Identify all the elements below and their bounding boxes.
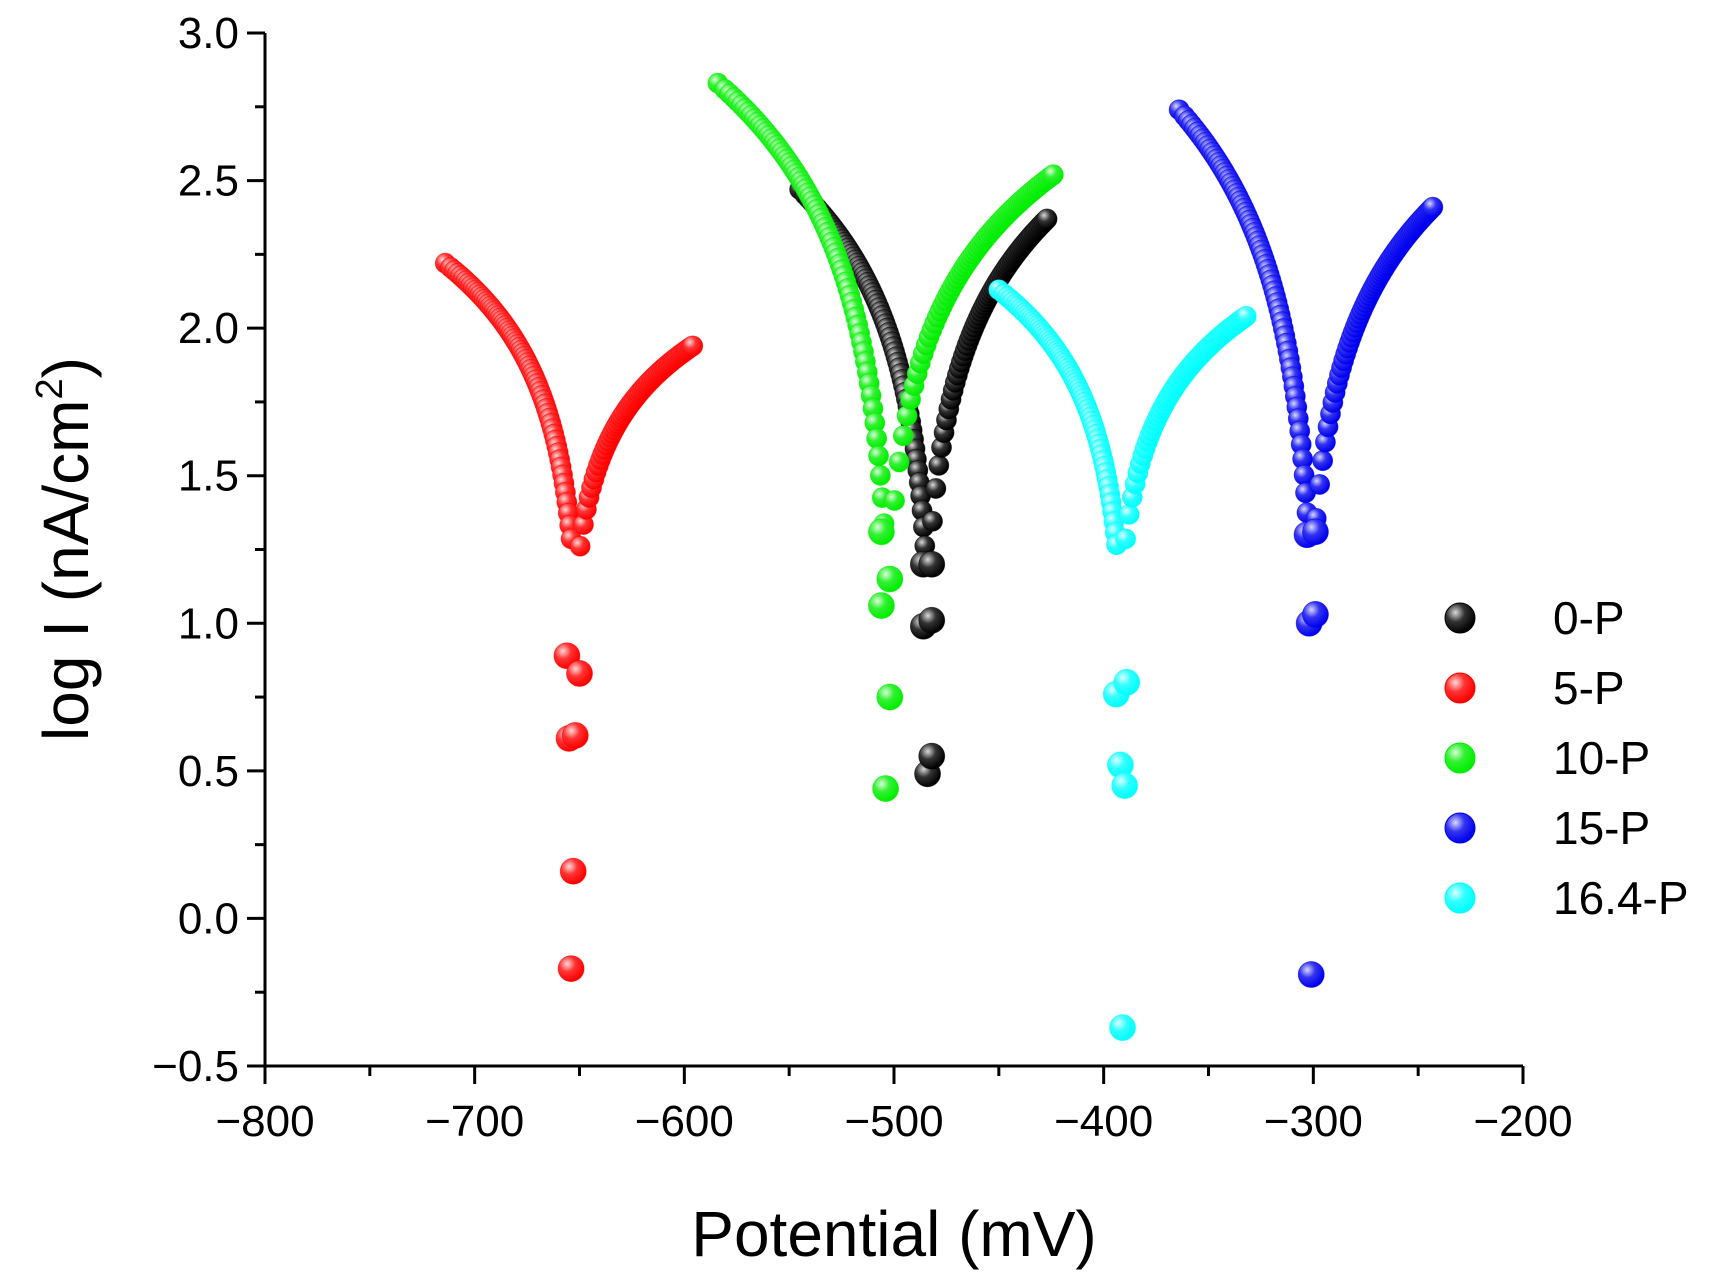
data-point (1111, 772, 1139, 800)
data-point (868, 592, 895, 619)
y-tick-label: 1.0 (178, 599, 239, 648)
legend-label: 15-P (1553, 802, 1650, 854)
series-0-P (789, 179, 1058, 788)
data-point (869, 464, 891, 486)
x-tick-label: −600 (635, 1097, 734, 1146)
data-point (569, 535, 591, 557)
series-10-P (707, 72, 1064, 802)
data-point (918, 742, 946, 770)
data-point (918, 606, 946, 634)
legend-marker (1444, 672, 1476, 704)
series-5-P (434, 252, 704, 983)
data-point (1302, 601, 1329, 628)
y-tick-label: −0.5 (152, 1042, 239, 1091)
data-point (566, 660, 593, 687)
data-point (888, 451, 910, 473)
data-point (1113, 668, 1141, 696)
data-point (925, 478, 947, 499)
legend-item: 0-P (1444, 592, 1625, 644)
data-point (1312, 450, 1334, 472)
x-axis-title: Potential (mV) (691, 1198, 1096, 1270)
x-tick-label: −700 (425, 1097, 524, 1146)
data-point (918, 550, 946, 578)
y-tick-label: 3.0 (178, 9, 239, 58)
data-point (559, 857, 587, 885)
legend-marker (1444, 882, 1476, 914)
data-point (1422, 196, 1444, 218)
y-tick-label: 2.0 (178, 304, 239, 353)
y-tick-label: 2.5 (178, 157, 239, 206)
legend-label: 5-P (1553, 662, 1625, 714)
x-tick-label: −400 (1054, 1097, 1153, 1146)
legend-marker (1444, 602, 1476, 634)
legend-marker (1444, 812, 1476, 844)
data-point (876, 683, 904, 711)
x-tick-label: −200 (1473, 1097, 1572, 1146)
legend-label: 10-P (1553, 732, 1650, 784)
data-point (928, 455, 950, 476)
svg-text:log I (nA/cm2): log I (nA/cm2) (29, 357, 102, 741)
data-point (922, 510, 943, 532)
legend-item: 15-P (1444, 802, 1650, 854)
y-tick-label: 0.5 (178, 747, 239, 796)
legend: 0-P 5-P 10-P 15-P 16.4-P (1444, 592, 1689, 924)
data-point (872, 775, 900, 802)
x-tick-label: −800 (215, 1097, 314, 1146)
series-16.4-P (988, 279, 1257, 1042)
series-15-P (1168, 99, 1444, 988)
legend-label: 0-P (1553, 592, 1625, 644)
data-point (1235, 305, 1257, 327)
y-tick-label: 1.5 (178, 452, 239, 501)
y-axis-title-main: log I (nA/cm (30, 400, 102, 741)
y-axis-title: log I (nA/cm2) (29, 357, 102, 741)
data-points-layer (434, 72, 1444, 1042)
data-point (1302, 518, 1329, 546)
data-point (682, 335, 704, 357)
data-point (1297, 961, 1325, 988)
data-point (868, 445, 889, 467)
data-point (1109, 1014, 1136, 1042)
data-point (876, 565, 904, 593)
data-point (866, 428, 888, 449)
y-axis-title-close: ) (30, 357, 102, 378)
data-point (884, 490, 905, 511)
axes (263, 33, 1523, 1068)
data-point (1042, 164, 1064, 186)
legend-item: 16.4-P (1444, 872, 1689, 924)
y-tick-label: 0.0 (178, 894, 239, 943)
x-tick-label: −300 (1264, 1097, 1363, 1146)
data-point (561, 722, 589, 749)
data-point (1118, 503, 1140, 525)
data-point (1115, 528, 1137, 550)
data-point (868, 518, 895, 546)
legend-label: 16.4-P (1553, 872, 1689, 924)
data-point (557, 955, 585, 983)
legend-item: 5-P (1444, 662, 1625, 714)
y-axis-title-superscript: 2 (29, 378, 71, 399)
x-tick-label: −500 (844, 1097, 943, 1146)
data-point (1309, 474, 1331, 495)
data-point (1036, 208, 1058, 230)
legend-marker (1444, 742, 1476, 774)
legend-item: 10-P (1444, 732, 1650, 784)
y-ticks: −0.5 0.0 0.5 1.0 1.5 2.0 2.5 3.0 (152, 9, 265, 1091)
x-ticks: −800 −700 −600 −500 −400 −300 −200 (215, 1066, 1573, 1146)
data-point (892, 425, 914, 447)
